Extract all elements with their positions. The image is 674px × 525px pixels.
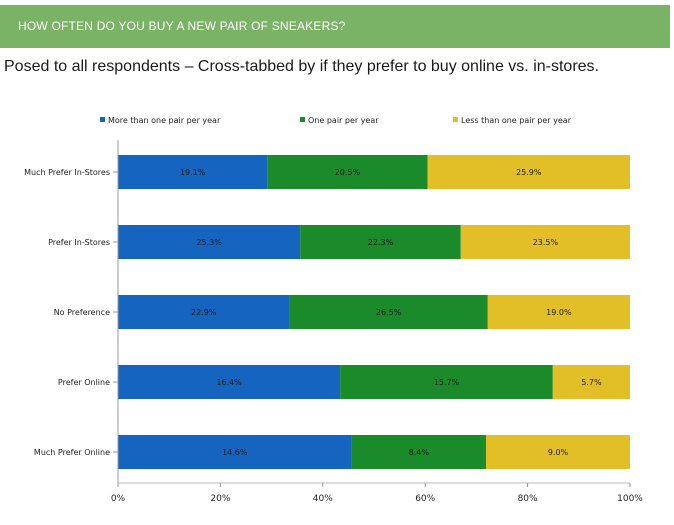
value-axis: 0% 20% 40% 60% 80% 100% [111, 140, 643, 504]
chart-subtitle: Posed to all respondents – Cross-tabbed … [4, 58, 599, 75]
x-tick-label: 100% [617, 494, 643, 504]
category-label: Much Prefer In-Stores [24, 168, 110, 177]
legend-label: More than one pair per year [108, 116, 221, 125]
legend-swatch [453, 117, 458, 122]
bar-segment [289, 295, 488, 329]
data-label: 5.7% [581, 378, 602, 387]
legend-label: Less than one pair per year [461, 116, 572, 125]
stacked-bar-chart: More than one pair per year One pair per … [24, 116, 643, 504]
data-label: 23.5% [533, 238, 559, 247]
category-label: Prefer Online [58, 378, 110, 387]
chart-bars: 19.1% 20.5% 25.9% 25.3% 22.3% 23.5% 22.9% 26.5%… [118, 155, 630, 469]
category-label: No Preference [54, 308, 110, 317]
category-axis: Much Prefer In-Stores Prefer In-Stores No … [24, 168, 118, 457]
x-tick-label: 40% [313, 494, 333, 504]
data-label: 22.3% [368, 238, 394, 247]
bar-segment [267, 155, 428, 189]
bar-segment [118, 435, 352, 469]
bar-segment [118, 155, 268, 189]
data-label: 20.5% [335, 168, 361, 177]
bar-segment [486, 435, 630, 469]
category-label: Prefer In-Stores [48, 238, 110, 247]
data-label: 14.6% [222, 448, 248, 457]
x-tick-label: 20% [210, 494, 230, 504]
header-banner: HOW OFTEN DO YOU BUY A NEW PAIR OF SNEAK… [0, 5, 670, 48]
data-label: 19.0% [546, 308, 572, 317]
data-label: 19.1% [180, 168, 206, 177]
data-label: 26.5% [376, 308, 402, 317]
bar-segment [340, 365, 553, 399]
legend-swatch [300, 117, 305, 122]
bar-segment [118, 225, 301, 259]
data-label: 15.7% [434, 378, 460, 387]
x-tick-label: 80% [518, 494, 538, 504]
data-label: 22.9% [191, 308, 217, 317]
legend-label: One pair per year [308, 116, 379, 125]
data-label: 16.4% [216, 378, 242, 387]
chart-legend: More than one pair per year One pair per … [100, 116, 572, 125]
bar-segment [300, 225, 461, 259]
category-label: Much Prefer Online [34, 448, 110, 457]
bar-segment [351, 435, 486, 469]
legend-swatch [100, 117, 105, 122]
bar-segment [460, 225, 630, 259]
bar-segment [552, 365, 630, 399]
bar-segment [118, 295, 290, 329]
x-tick-label: 0% [111, 494, 126, 504]
data-label: 25.3% [196, 238, 222, 247]
data-label: 8.4% [409, 448, 430, 457]
x-tick-label: 60% [415, 494, 435, 504]
bar-segment [118, 365, 341, 399]
bar-segment [487, 295, 630, 329]
banner-title: HOW OFTEN DO YOU BUY A NEW PAIR OF SNEAK… [18, 19, 346, 33]
data-label: 25.9% [516, 168, 542, 177]
data-label: 9.0% [548, 448, 569, 457]
bar-segment [427, 155, 630, 189]
